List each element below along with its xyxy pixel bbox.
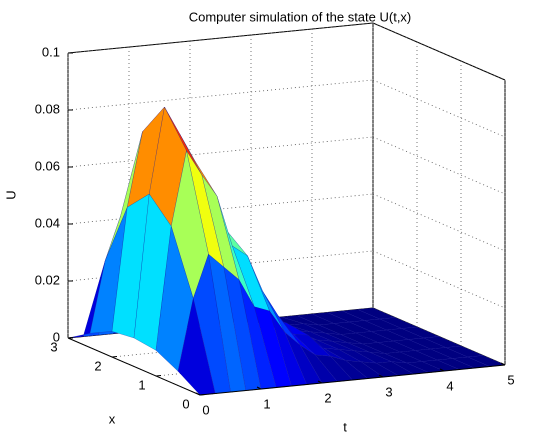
t-tick-label: 4 [446, 378, 453, 393]
tick-mark [317, 380, 323, 384]
x-axis-label: x [109, 411, 116, 426]
z-axis-label: U [3, 190, 18, 199]
t-tick-label: 0 [202, 402, 209, 417]
t-tick-label: 2 [324, 390, 331, 405]
tick-mark [195, 392, 201, 396]
x-tick-label: 2 [94, 358, 101, 373]
t-tick-label: 1 [263, 396, 270, 411]
x-tick-label: 1 [138, 377, 145, 392]
axis-line [67, 337, 201, 396]
box-edge [67, 22, 374, 54]
t-tick-label: 3 [385, 384, 392, 399]
tick-mark [378, 374, 384, 378]
tick-mark [111, 356, 118, 358]
tick-mark [256, 386, 262, 390]
tick-mark [67, 337, 74, 339]
z-tick-label: 0.06 [35, 158, 60, 173]
z-tick-label: 0.04 [35, 215, 60, 230]
tick-mark [199, 394, 206, 396]
grid-line [372, 193, 506, 252]
x-tick-label: 0 [182, 396, 189, 411]
grid-line [67, 79, 374, 111]
grid-line [372, 79, 506, 138]
tick-mark [500, 362, 506, 366]
z-tick-label: 0 [53, 329, 60, 344]
tick-mark [439, 368, 445, 372]
x-tick-label: 3 [50, 339, 57, 354]
grid-line [67, 136, 374, 168]
axis-line [199, 364, 506, 396]
grid-line [372, 136, 506, 195]
chart-title: Computer simulation of the state U(t,x) [189, 9, 412, 24]
t-axis-label: t [343, 419, 347, 434]
z-tick-label: 0.08 [35, 101, 60, 116]
tick-mark [155, 375, 162, 377]
z-tick-label: 0.02 [35, 272, 60, 287]
z-tick-label: 0.1 [42, 44, 60, 59]
box-edge [372, 22, 506, 81]
t-tick-label: 5 [507, 372, 514, 387]
grid-line [372, 250, 506, 309]
